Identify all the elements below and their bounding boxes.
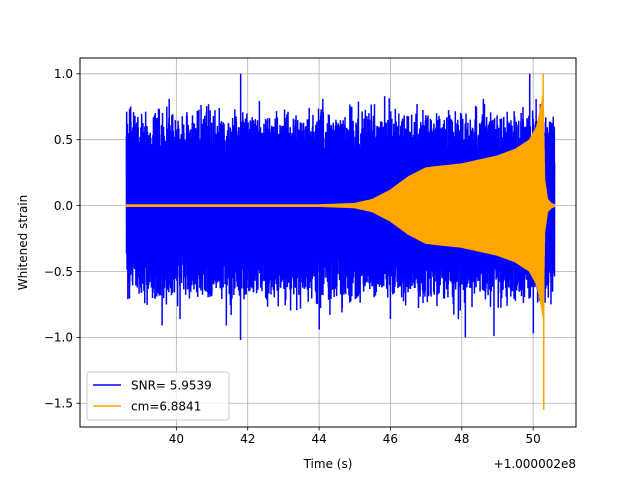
y-axis-ticks: −1.5 −1.0 −0.5 0.0 0.5 1.0	[44, 67, 80, 411]
y-tick-label: −1.0	[44, 331, 73, 345]
x-tick-label: 46	[383, 432, 398, 446]
axes-frame	[79, 57, 577, 428]
y-axis-label: Whitened strain	[16, 195, 30, 291]
legend-label-snr: SNR= 5.9539	[131, 379, 212, 393]
x-axis-label: Time (s)	[303, 457, 353, 471]
x-tick-label: 48	[454, 432, 469, 446]
x-tick-label: 44	[311, 432, 326, 446]
x-tick-label: 50	[526, 432, 541, 446]
series-cm-line	[125, 73, 556, 410]
x-tick-label: 40	[169, 432, 184, 446]
y-tick-label: 0.0	[54, 199, 73, 213]
plot-area	[125, 73, 556, 410]
legend-label-cm: cm=6.8841	[131, 400, 201, 414]
legend-box	[86, 371, 230, 421]
legend: SNR= 5.9539 cm=6.8841	[86, 371, 230, 421]
x-axis-offset-label: +1.000002e8	[494, 457, 576, 471]
x-axis-ticks: 40 42 44 46 48 50	[169, 427, 541, 446]
y-tick-label: −0.5	[44, 265, 73, 279]
y-tick-label: −1.5	[44, 397, 73, 411]
y-tick-label: 1.0	[54, 67, 73, 81]
x-tick-label: 42	[240, 432, 255, 446]
y-tick-label: 0.5	[54, 133, 73, 147]
